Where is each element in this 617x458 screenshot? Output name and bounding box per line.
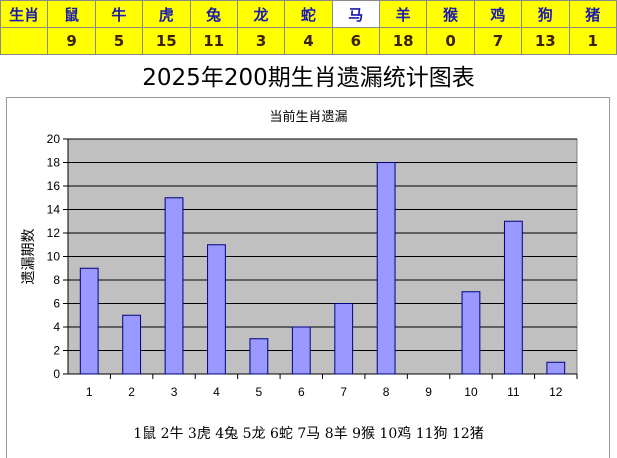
bar-8 — [376, 162, 396, 375]
y-tick-label: 6 — [53, 297, 60, 311]
y-tick-label: 18 — [47, 156, 61, 170]
x-tick-label: 1 — [86, 385, 93, 399]
x-tick-label: 10 — [464, 385, 478, 399]
x-tick-label: 8 — [383, 385, 390, 399]
zodiac-animal-6: 蛇 — [284, 0, 333, 28]
x-tick-label: 2 — [128, 385, 135, 399]
y-tick-label: 12 — [47, 226, 61, 240]
y-tick-label: 14 — [47, 203, 61, 217]
y-tick-label: 20 — [47, 132, 61, 146]
zodiac-header-row: 生肖 鼠牛虎兔龙蛇马羊猴鸡狗猪 — [0, 0, 617, 28]
y-tick-label: 2 — [53, 344, 60, 358]
chart-title: 当前生肖遗漏 — [269, 110, 348, 125]
zodiac-animal-5: 龙 — [236, 0, 286, 28]
y-tick-label: 16 — [47, 179, 61, 193]
zodiac-count-11: 13 — [521, 27, 570, 55]
x-tick-label: 6 — [298, 385, 305, 399]
y-tick-label: 10 — [47, 250, 61, 264]
zodiac-count-2: 5 — [94, 27, 144, 55]
x-tick-label: 4 — [213, 385, 220, 399]
x-tick-label: 3 — [171, 385, 178, 399]
bar-5 — [249, 338, 269, 375]
page-title: 2025年200期生肖遗漏统计图表 — [142, 65, 475, 91]
y-tick-label: 0 — [53, 367, 60, 381]
zodiac-count-12: 1 — [568, 27, 617, 55]
zodiac-count-3: 15 — [142, 27, 191, 55]
zodiac-count-9: 0 — [426, 27, 475, 55]
zodiac-animal-9: 猴 — [426, 0, 475, 28]
zodiac-header-label: 生肖 — [0, 0, 49, 28]
x-tick-label: 7 — [340, 385, 347, 399]
x-tick-label: 5 — [256, 385, 263, 399]
bar-3 — [164, 197, 184, 375]
bar-6 — [291, 326, 311, 375]
zodiac-animal-10: 鸡 — [473, 0, 523, 28]
zodiac-count-row: 9 5 15 11 3 4 6 18 0 7 13 1 — [0, 27, 617, 55]
zodiac-count-10: 7 — [473, 27, 523, 55]
zodiac-count-7: 6 — [331, 27, 381, 55]
y-axis-label: 遗漏期数 — [21, 229, 37, 285]
bar-11 — [503, 220, 523, 375]
bar-4 — [207, 244, 226, 375]
x-tick-label: 11 — [507, 385, 520, 399]
zodiac-count-5: 3 — [236, 27, 286, 55]
zodiac-count-label — [0, 27, 49, 55]
bar-1 — [79, 267, 99, 375]
bar-12 — [546, 361, 566, 375]
zodiac-count-8: 18 — [378, 27, 428, 55]
bar-2 — [122, 314, 142, 375]
zodiac-count-4: 11 — [189, 27, 238, 55]
y-tick-label: 8 — [53, 273, 60, 287]
zodiac-table: 生肖 鼠牛虎兔龙蛇马羊猴鸡狗猪 9 5 15 11 3 4 6 18 0 7 13 1 — [0, 0, 617, 55]
bar-10 — [461, 291, 481, 375]
zodiac-animal-7: 马 — [331, 0, 381, 28]
zodiac-animal-8: 羊 — [378, 0, 428, 28]
x-tick-label: 12 — [549, 385, 563, 399]
zodiac-count-1: 9 — [47, 27, 96, 55]
category-legend-caption: 1鼠 2牛 3虎 4兔 5龙 6蛇 7马 8羊 9猴 10鸡 11狗 12猪 — [133, 426, 484, 442]
bar-7 — [334, 303, 354, 375]
zodiac-count-6: 4 — [284, 27, 333, 55]
zodiac-animal-4: 兔 — [189, 0, 238, 28]
y-tick-label: 4 — [53, 320, 60, 334]
x-tick-label: 9 — [425, 385, 432, 399]
chart-frame — [6, 97, 610, 458]
